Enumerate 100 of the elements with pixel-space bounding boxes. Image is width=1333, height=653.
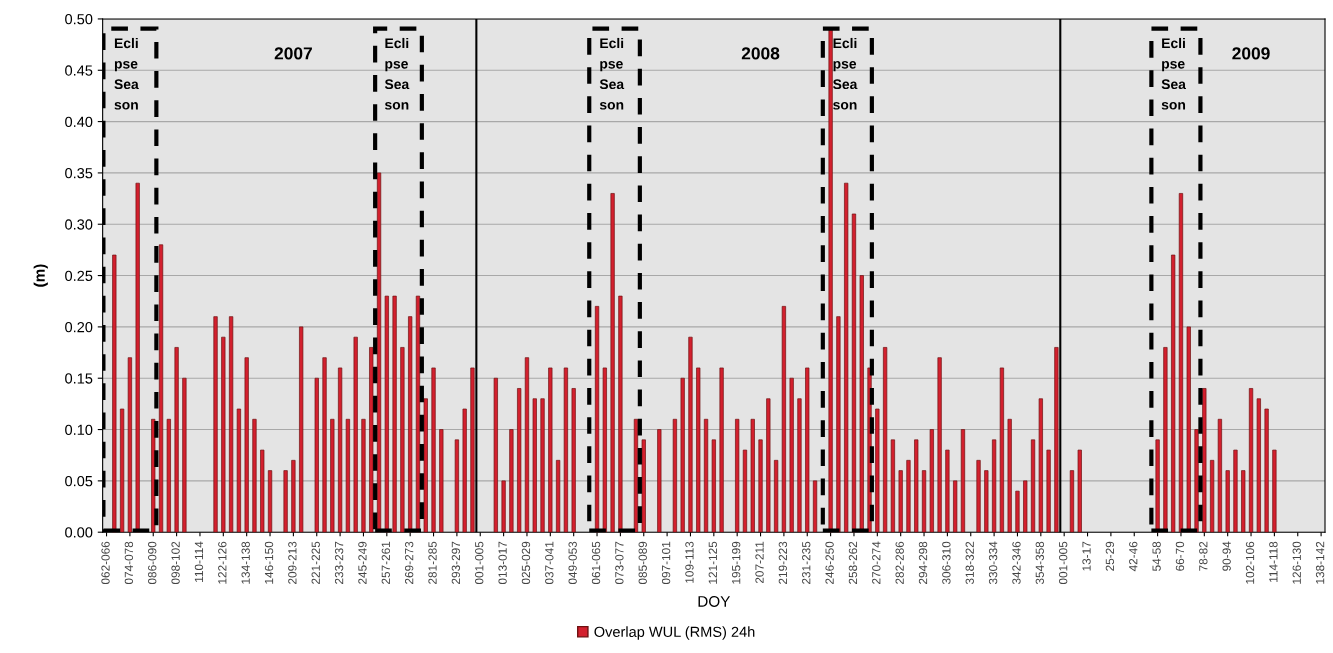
x-tick-label: 66-70 — [1175, 541, 1185, 571]
x-tick-label: 062-066 — [101, 541, 110, 585]
y-tick-label: 0.30 — [65, 219, 93, 230]
x-axis-title: DOY — [698, 596, 731, 607]
legend-label: Overlap WUL (RMS) 24h — [594, 626, 755, 640]
y-axis-title: (m) — [33, 264, 48, 287]
bar — [158, 244, 164, 533]
bar — [1248, 388, 1254, 533]
bar — [992, 439, 997, 533]
bar — [454, 439, 459, 533]
bar — [330, 418, 335, 533]
y-tick-label: 0.05 — [65, 475, 93, 487]
bar — [1178, 193, 1184, 533]
annotation: 2009 — [1232, 47, 1270, 60]
bar — [688, 336, 693, 533]
y-tick-label: 0.10 — [65, 424, 93, 435]
x-tick-label: 061-065 — [591, 541, 601, 585]
bar — [789, 377, 794, 533]
bar — [758, 439, 763, 533]
y-tick-label: 0.20 — [65, 321, 93, 333]
bar — [1069, 470, 1075, 533]
bar — [719, 367, 724, 533]
x-tick-label: 085-089 — [638, 541, 647, 585]
bar — [501, 480, 506, 533]
bar — [174, 347, 179, 533]
x-tick-label: 146-150 — [264, 541, 274, 584]
bar — [267, 470, 273, 533]
bar — [883, 347, 888, 533]
x-tick-label: 109-113 — [685, 541, 694, 583]
x-tick-label: 245-249 — [358, 541, 367, 584]
bar — [672, 418, 677, 533]
bar — [1030, 439, 1036, 533]
bar — [914, 439, 919, 533]
x-tick-label: 330-334 — [988, 541, 998, 585]
y-tick-label: 0.50 — [65, 14, 93, 25]
bar — [1015, 490, 1020, 533]
bar — [1194, 429, 1199, 533]
bar — [633, 418, 639, 533]
bar — [1217, 418, 1222, 533]
bar — [1038, 398, 1043, 533]
bar — [213, 316, 218, 533]
x-tick-label: 354-358 — [1035, 541, 1044, 585]
bar — [984, 470, 989, 533]
x-tick-label: 138-142 — [1315, 541, 1325, 584]
x-tick-label: 195-199 — [731, 541, 741, 584]
x-tick-label: 209-213 — [288, 541, 297, 584]
bar — [766, 398, 771, 533]
x-tick-label: 074-078 — [124, 541, 134, 585]
bar — [423, 398, 428, 533]
x-tick-label: 282-286 — [895, 541, 904, 584]
bar — [1023, 480, 1028, 533]
bar — [1241, 470, 1246, 533]
bar — [299, 326, 304, 533]
annotation: Ecli pse Sea son — [1161, 37, 1186, 110]
x-tick-label: 049-053 — [568, 541, 577, 585]
x-tick-label: 342-346 — [1012, 541, 1021, 585]
bar — [571, 388, 576, 533]
bar — [1007, 418, 1012, 533]
bar — [696, 367, 701, 533]
bar — [400, 347, 405, 533]
x-tick-label: 110-114 — [194, 541, 204, 582]
x-tick-label: 318-322 — [965, 541, 974, 585]
bar — [462, 408, 467, 533]
bar — [1210, 459, 1215, 533]
x-tick-label: 126-130 — [1292, 541, 1301, 584]
bar — [1077, 449, 1082, 533]
x-tick-label: 098-102 — [171, 541, 180, 585]
bar — [735, 418, 740, 533]
bar — [960, 429, 966, 533]
bar — [532, 398, 537, 533]
bar — [1171, 254, 1176, 533]
bar — [236, 408, 241, 533]
bar — [781, 306, 786, 533]
bar — [314, 377, 319, 533]
x-tick-label: 001-005 — [475, 541, 484, 585]
annotation: Ecli pse Sea son — [114, 37, 139, 110]
x-tick-label: 90-94 — [1222, 541, 1231, 571]
bar — [470, 367, 475, 533]
bar — [602, 367, 607, 533]
bar — [844, 182, 849, 533]
bar — [929, 429, 934, 533]
bar — [517, 388, 522, 533]
bar — [1054, 347, 1059, 533]
bar — [875, 408, 880, 533]
bar — [711, 439, 716, 533]
annotation: 2007 — [274, 47, 312, 60]
bar — [353, 336, 358, 533]
bar — [641, 439, 646, 533]
x-tick-label: 102-106 — [1245, 541, 1255, 584]
bar — [291, 459, 296, 533]
x-tick-label: 025-029 — [521, 541, 531, 585]
bar — [127, 357, 132, 533]
bar — [361, 418, 366, 533]
bar — [283, 470, 288, 533]
bar — [657, 429, 662, 533]
x-tick-label: 13-17 — [1082, 541, 1091, 571]
bar — [252, 418, 257, 533]
bar — [836, 316, 841, 533]
bar — [774, 459, 779, 533]
bar — [563, 367, 568, 533]
